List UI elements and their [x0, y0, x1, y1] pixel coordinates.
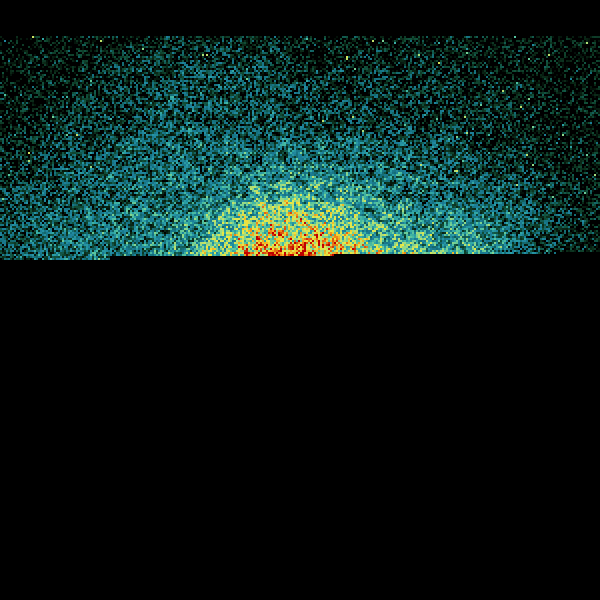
intensity-heatmap-canvas — [0, 0, 600, 600]
visualization-root: Dense noisy astronomical intensity map o… — [0, 0, 600, 600]
